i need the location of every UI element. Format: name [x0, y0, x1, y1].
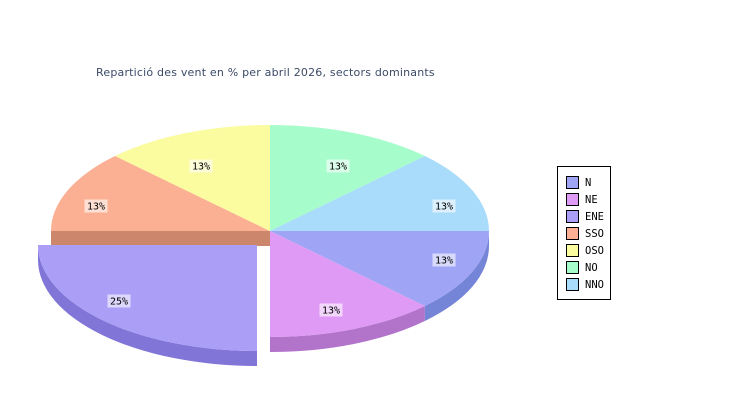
svg-text:25%: 25%: [110, 297, 128, 308]
legend-label-ENE: ENE: [585, 210, 604, 223]
svg-text:13%: 13%: [87, 202, 105, 213]
legend-swatch-N: [566, 176, 579, 189]
legend-label-NO: NO: [585, 261, 598, 274]
legend-row-NO: NO: [566, 259, 610, 276]
pie-cut-face-SSO: [51, 231, 270, 246]
legend-row-NNO: NNO: [566, 276, 610, 293]
pie-slice-label-ENE: 25%: [107, 294, 131, 308]
legend-label-NNO: NNO: [585, 278, 604, 291]
pie-slice-side-ENE: [38, 245, 257, 366]
pie-slice-side-N: [424, 231, 490, 321]
svg-text:13%: 13%: [329, 162, 347, 173]
pie-slice-label-NO: 13%: [326, 159, 350, 173]
legend-swatch-ENE: [566, 210, 579, 223]
legend-row-ENE: ENE: [566, 208, 610, 225]
svg-text:13%: 13%: [435, 256, 453, 267]
legend-label-OSO: OSO: [585, 244, 604, 257]
legend-row-SSO: SSO: [566, 225, 610, 242]
pie-slice-side-NE: [270, 306, 425, 353]
legend-swatch-SSO: [566, 227, 579, 240]
pie-slice-OSO[interactable]: [115, 124, 270, 231]
svg-text:13%: 13%: [435, 202, 453, 213]
pie-slice-label-OSO: 13%: [189, 159, 213, 173]
legend-row-NE: NE: [566, 191, 610, 208]
legend-label-NE: NE: [585, 193, 598, 206]
legend-swatch-NNO: [566, 278, 579, 291]
legend-swatch-NE: [566, 193, 579, 206]
legend-row-N: N: [566, 174, 610, 191]
pie-slice-ENE[interactable]: [38, 245, 257, 351]
legend-label-SSO: SSO: [585, 227, 604, 240]
svg-text:13%: 13%: [322, 306, 340, 317]
pie-slice-label-NE: 13%: [319, 303, 343, 317]
legend-row-OSO: OSO: [566, 242, 610, 259]
svg-text:13%: 13%: [192, 162, 210, 173]
pie-slice-NO[interactable]: [270, 124, 425, 231]
chart-title: Repartició des vent en % per abril 2026,…: [96, 66, 435, 79]
legend-box: N NE ENE SSO OSO NO NNO: [557, 166, 611, 300]
pie-slice-label-N: 13%: [432, 253, 456, 267]
pie-slice-N[interactable]: [270, 231, 490, 306]
pie-slice-label-SSO: 13%: [84, 199, 108, 213]
legend-label-N: N: [585, 176, 592, 189]
legend-swatch-OSO: [566, 244, 579, 257]
legend-swatch-NO: [566, 261, 579, 274]
pie-slice-label-NNO: 13%: [432, 199, 456, 213]
pie-slice-NE[interactable]: [270, 231, 425, 337]
